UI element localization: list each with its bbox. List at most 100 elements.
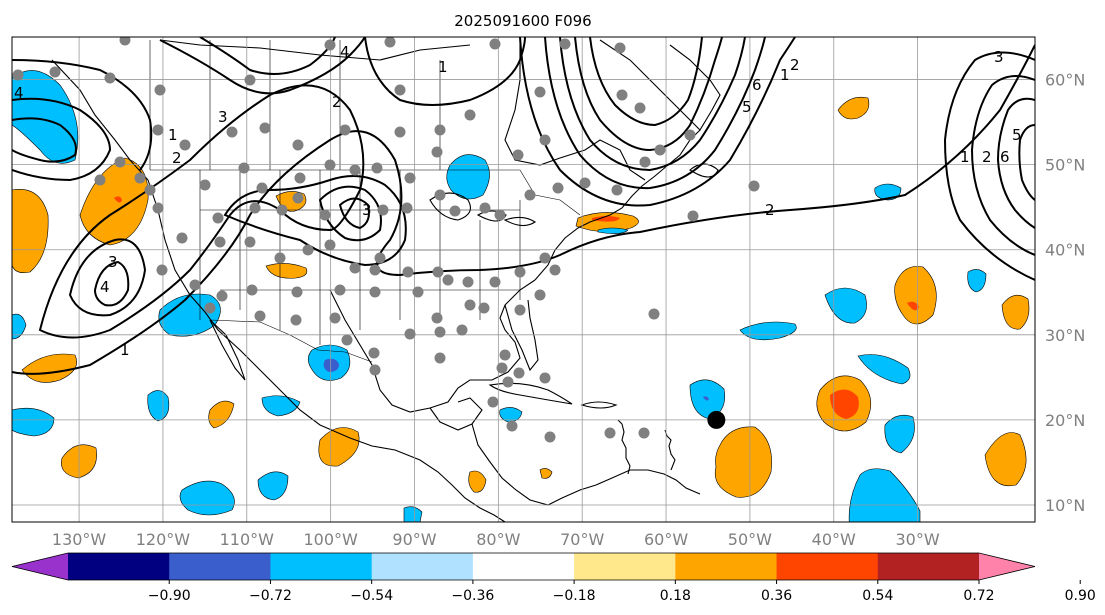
colorbar-segment — [675, 553, 778, 580]
longitude-label: 120°W — [136, 530, 191, 549]
station-marker — [290, 314, 302, 326]
station-marker — [539, 134, 551, 146]
border-canada-prov — [149, 40, 441, 170]
station-marker — [648, 308, 660, 320]
station-marker — [514, 266, 526, 278]
station-marker — [512, 149, 524, 161]
contour-label: 4 — [100, 278, 110, 296]
station-marker — [369, 364, 381, 376]
coast-hispaniola — [580, 401, 618, 409]
colorbar-tick-label: 0.54 — [862, 588, 893, 604]
station-marker — [134, 172, 146, 184]
station-marker — [152, 202, 164, 214]
station-marker — [534, 86, 546, 98]
anomaly-blob-atl-neg6-core — [703, 396, 709, 401]
contour-label: 2 — [172, 149, 182, 167]
colorbar-segment — [472, 553, 575, 580]
coast-antilles — [617, 419, 676, 475]
anomaly-blob-ne-pos — [575, 212, 639, 232]
station-marker — [274, 252, 286, 264]
station-marker — [404, 328, 416, 340]
station-marker — [377, 204, 389, 216]
colorbar-segment — [776, 553, 879, 580]
contour-line — [996, 97, 1035, 229]
station-marker — [489, 276, 501, 288]
contour-label: 4 — [14, 84, 24, 102]
station-marker — [339, 124, 351, 136]
station-marker — [341, 334, 353, 346]
coast-cam — [471, 423, 597, 506]
anomaly-blob-pac-e-neg2 — [403, 506, 423, 522]
longitude-label: 40°W — [812, 530, 856, 549]
longitude-label: 30°W — [896, 530, 940, 549]
anomaly-blob-epac-neg4 — [179, 480, 235, 516]
station-marker — [494, 209, 506, 221]
contour-label: 3 — [218, 108, 228, 126]
colorbar-tick-label: −0.72 — [249, 588, 292, 604]
contour-line — [559, 37, 746, 172]
station-marker — [329, 312, 341, 324]
contour-label: 6 — [752, 76, 762, 94]
station-markers — [12, 37, 760, 443]
station-marker — [431, 312, 443, 324]
longitude-label: 50°W — [728, 530, 772, 549]
anomaly-blob-ne-neg — [597, 227, 629, 234]
station-marker — [324, 39, 336, 51]
station-marker — [434, 352, 446, 364]
colorbar-tick-label: −0.18 — [553, 588, 596, 604]
anomaly-blob-epac-neg1 — [147, 390, 170, 422]
latitude-label: 20°N — [1045, 411, 1085, 430]
station-marker — [154, 84, 166, 96]
anomaly-blob-atl-pos2 — [1001, 294, 1030, 330]
station-marker — [244, 236, 256, 248]
station-marker — [604, 427, 616, 439]
anomaly-blob-carib-pos — [539, 468, 553, 479]
colorbar-tick-label: −0.54 — [350, 588, 393, 604]
anomaly-blob-atl-neg3 — [739, 321, 797, 341]
station-marker — [687, 210, 699, 222]
station-marker — [479, 202, 491, 214]
station-marker — [616, 89, 628, 101]
station-marker — [449, 205, 461, 217]
station-marker — [334, 284, 346, 296]
station-marker — [199, 179, 211, 191]
station-marker — [404, 172, 416, 184]
anomaly-blob-hudson-neg — [446, 154, 490, 200]
anomaly-blob-pacific-west-pos — [12, 188, 49, 273]
station-marker — [156, 264, 168, 276]
storm-position-marker — [707, 410, 726, 429]
anomaly-blob-bc-core — [114, 196, 122, 203]
station-marker — [462, 276, 474, 288]
contour-line — [12, 97, 112, 182]
station-marker — [431, 146, 443, 158]
anomaly-blob-atl-pos4 — [714, 426, 772, 498]
colorbar-tick-label: −0.36 — [451, 588, 494, 604]
station-marker — [412, 286, 424, 298]
contour-line — [574, 37, 723, 152]
longitude-label: 100°W — [303, 530, 358, 549]
station-marker — [544, 431, 556, 443]
contour-line — [12, 59, 153, 171]
contour-line — [159, 37, 366, 95]
longitude-label: 130°W — [52, 530, 107, 549]
station-marker — [614, 42, 626, 54]
station-marker — [634, 102, 646, 114]
station-marker — [291, 286, 303, 298]
station-marker — [489, 38, 501, 50]
latitude-labels: 60°N 50°N 40°N 30°N 20°N 10°N — [1045, 71, 1085, 515]
station-marker — [179, 139, 191, 151]
station-marker — [579, 177, 591, 189]
contour-line — [519, 37, 796, 207]
station-marker — [292, 139, 304, 151]
colorbar-extend-max — [979, 553, 1035, 580]
contour-label: 2 — [332, 93, 342, 111]
station-marker — [294, 172, 306, 184]
station-marker — [432, 266, 444, 278]
colorbar-segment — [68, 553, 170, 580]
station-marker — [638, 427, 650, 439]
station-marker — [292, 192, 304, 204]
station-marker — [434, 124, 446, 136]
colorbar-outline — [11, 552, 1036, 581]
longitude-labels: 130°W 120°W 110°W 100°W 90°W 80°W 70°W 60°W 50°W… — [52, 530, 940, 549]
contour-label: 4 — [340, 43, 350, 61]
